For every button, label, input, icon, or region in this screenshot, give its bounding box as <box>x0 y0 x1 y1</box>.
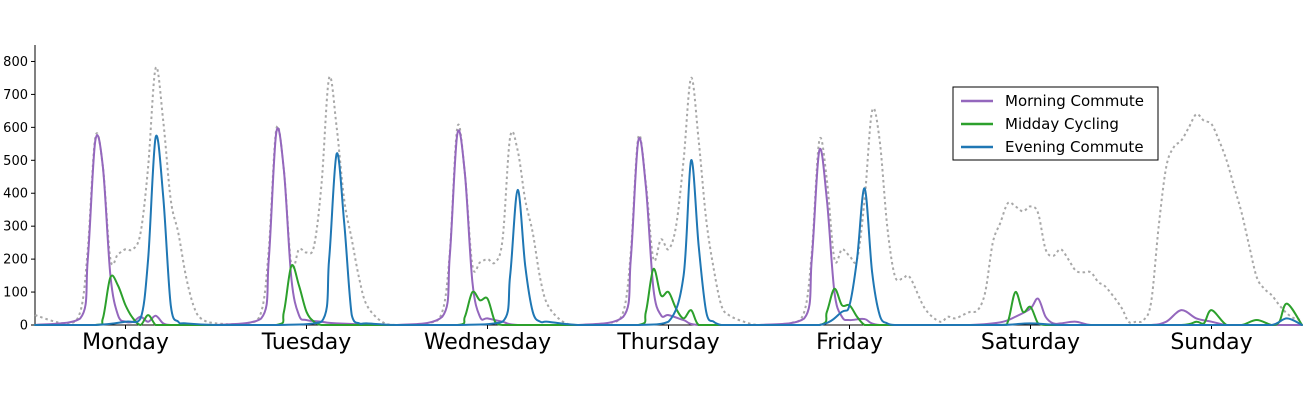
series-layer <box>34 66 1303 326</box>
day-label: Wednesday <box>424 330 551 355</box>
day-label: Sunday <box>1170 330 1252 355</box>
legend: Morning Commute Midday Cycling Evening Com… <box>952 86 1159 161</box>
y-tick-label: 100 <box>3 286 28 301</box>
series-line-total <box>34 66 1303 326</box>
series-line-evening-commute <box>34 134 1303 326</box>
y-tick-label: 0 <box>20 319 28 334</box>
y-tick-label: 700 <box>3 88 28 103</box>
y-tick-label: 200 <box>3 253 28 268</box>
legend-label: Morning Commute <box>1005 92 1144 110</box>
legend-label: Evening Commute <box>1005 138 1144 156</box>
y-tick-label: 800 <box>3 55 28 70</box>
day-label: Tuesday <box>261 330 352 355</box>
day-label: Monday <box>82 330 169 355</box>
y-tick-label: 400 <box>3 187 28 202</box>
y-tick-label: 500 <box>3 154 28 169</box>
legend-label: Midday Cycling <box>1005 115 1119 133</box>
y-tick-label: 600 <box>3 121 28 136</box>
day-label: Saturday <box>981 330 1080 355</box>
day-label: Thursday <box>616 330 719 355</box>
axes: 0 100 200 300 400 500 600 700 800 Monday Tuesday We… <box>3 45 1302 355</box>
y-tick-label: 300 <box>3 220 28 235</box>
day-label: Friday <box>816 330 883 355</box>
